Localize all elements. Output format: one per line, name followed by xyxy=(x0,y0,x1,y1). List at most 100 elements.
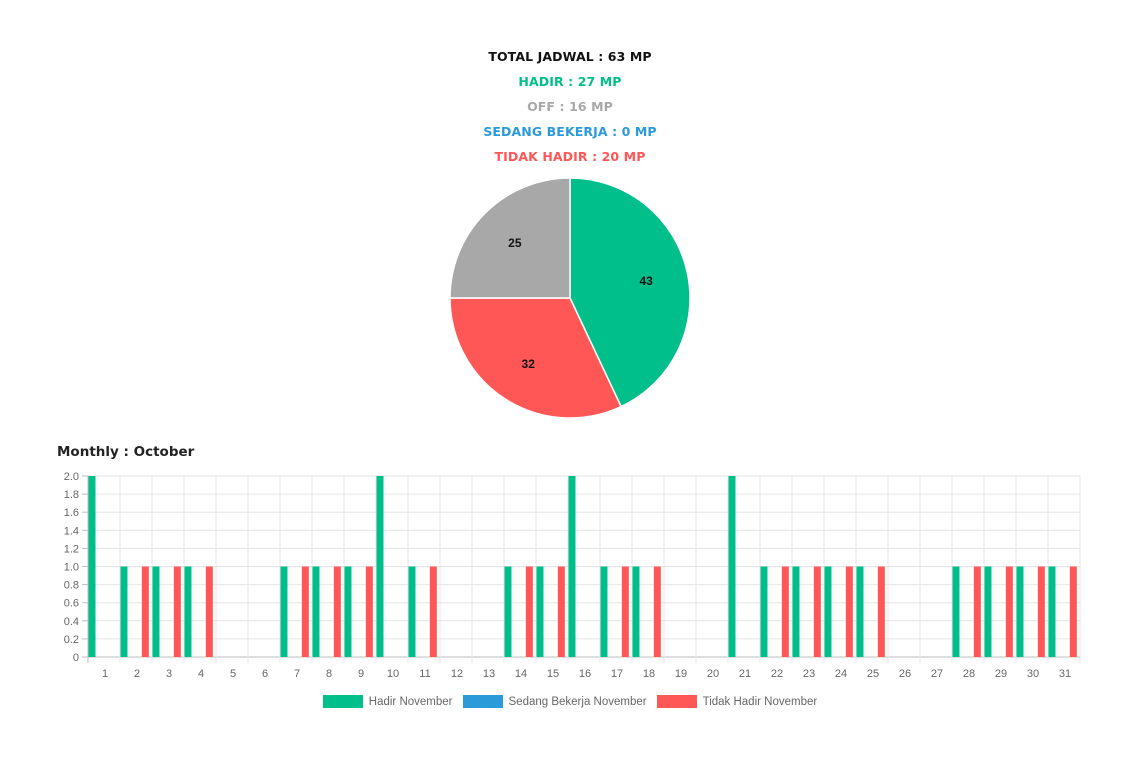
legend-sedang-bekerja[interactable]: Sedang Bekerja November xyxy=(462,695,647,708)
x-tick-label: 24 xyxy=(835,668,847,680)
x-tick-label: 9 xyxy=(358,668,364,680)
y-tick-label: 2.0 xyxy=(64,471,79,483)
y-tick-label: 0.6 xyxy=(64,598,79,610)
legend-hadir[interactable]: Hadir November xyxy=(322,695,453,708)
bar[interactable] xyxy=(408,566,416,658)
bar[interactable] xyxy=(824,566,832,658)
x-tick-label: 14 xyxy=(515,668,527,680)
bar[interactable] xyxy=(856,566,864,658)
x-tick-label: 27 xyxy=(931,668,943,680)
monthly-title: Monthly : October xyxy=(57,444,195,460)
x-tick-label: 8 xyxy=(326,668,332,680)
legend-hadir-swatch xyxy=(322,695,363,708)
bar[interactable] xyxy=(1048,566,1056,658)
bar[interactable] xyxy=(952,566,960,658)
legend-tidak-hadir[interactable]: Tidak Hadir November xyxy=(656,695,818,708)
x-tick-label: 31 xyxy=(1059,668,1071,680)
bar[interactable] xyxy=(344,566,352,658)
x-tick-label: 21 xyxy=(739,668,751,680)
bar[interactable] xyxy=(365,566,373,658)
bar[interactable] xyxy=(621,566,629,658)
x-tick-label: 19 xyxy=(675,668,687,680)
bar[interactable] xyxy=(376,476,384,657)
bar[interactable] xyxy=(1005,566,1013,658)
x-tick-label: 6 xyxy=(262,668,268,680)
bar[interactable] xyxy=(600,566,608,658)
x-tick-label: 15 xyxy=(547,668,559,680)
bar[interactable] xyxy=(1069,566,1077,658)
x-tick-label: 13 xyxy=(483,668,495,680)
pie-slice-label: 43 xyxy=(639,274,653,288)
legend-sedang-bekerja-swatch xyxy=(462,695,503,708)
bar[interactable] xyxy=(877,566,885,658)
bar[interactable] xyxy=(632,566,640,658)
x-tick-label: 30 xyxy=(1027,668,1039,680)
x-tick-label: 23 xyxy=(803,668,815,680)
x-tick-label: 22 xyxy=(771,668,783,680)
bar[interactable] xyxy=(984,566,992,658)
bar[interactable] xyxy=(429,566,437,658)
y-tick-label: 1.8 xyxy=(64,489,79,501)
bar[interactable] xyxy=(173,566,181,658)
bar[interactable] xyxy=(792,566,800,658)
bar[interactable] xyxy=(781,566,789,658)
x-tick-label: 1 xyxy=(102,668,108,680)
bar[interactable] xyxy=(653,566,661,658)
bar[interactable] xyxy=(152,566,160,658)
summary-panel: TOTAL JADWAL : 63 MP HADIR : 27 MP OFF :… xyxy=(0,44,1140,169)
pie-slice[interactable] xyxy=(449,297,623,419)
legend-sedang-bekerja-label: Sedang Bekerja November xyxy=(508,695,647,708)
x-tick-label: 26 xyxy=(899,668,911,680)
x-tick-label: 16 xyxy=(579,668,591,680)
pie-slice[interactable] xyxy=(569,177,691,408)
bar[interactable] xyxy=(205,566,213,658)
y-tick-label: 1.2 xyxy=(64,543,79,555)
hadir-text: HADIR : 27 MP xyxy=(518,74,622,89)
bar[interactable] xyxy=(813,566,821,658)
x-tick-label: 28 xyxy=(963,668,975,680)
monthly-bar-chart: 00.20.40.60.81.01.21.41.61.82.01 2 3 4 5 6 7 8 9… xyxy=(64,471,1081,680)
bar[interactable] xyxy=(728,476,736,657)
chart-legend: Hadir November Sedang Bekerja November T… xyxy=(0,695,1140,708)
x-tick-label: 12 xyxy=(451,668,463,680)
legend-tidak-hadir-label: Tidak Hadir November xyxy=(702,695,818,708)
bar[interactable] xyxy=(557,566,565,658)
legend-tidak-hadir-swatch xyxy=(656,695,697,708)
bar[interactable] xyxy=(88,476,96,657)
bar[interactable] xyxy=(504,566,512,658)
bar[interactable] xyxy=(760,566,768,658)
bar[interactable] xyxy=(280,566,288,658)
x-tick-label: 17 xyxy=(611,668,623,680)
bar[interactable] xyxy=(1037,566,1045,658)
bar[interactable] xyxy=(1016,566,1024,658)
x-tick-label: 10 xyxy=(387,668,399,680)
bar[interactable] xyxy=(568,476,576,657)
bar[interactable] xyxy=(845,566,853,658)
bar[interactable] xyxy=(312,566,320,658)
x-tick-label: 4 xyxy=(198,668,204,680)
pie-slice[interactable] xyxy=(449,177,571,299)
y-tick-label: 0.8 xyxy=(64,580,79,592)
bar[interactable] xyxy=(120,566,128,658)
x-tick-label: 25 xyxy=(867,668,879,680)
bar[interactable] xyxy=(973,566,981,658)
legend-hadir-label: Hadir November xyxy=(368,695,453,708)
x-tick-label: 11 xyxy=(419,668,430,680)
bar[interactable] xyxy=(141,566,149,658)
y-tick-label: 1.0 xyxy=(64,562,79,574)
bar[interactable] xyxy=(525,566,533,658)
x-tick-label: 29 xyxy=(995,668,1007,680)
bar[interactable] xyxy=(536,566,544,658)
total-jadwal-text: TOTAL JADWAL : 63 MP xyxy=(488,49,652,64)
bar[interactable] xyxy=(301,566,309,658)
x-tick-label: 7 xyxy=(294,668,300,680)
bar[interactable] xyxy=(184,566,192,658)
bar[interactable] xyxy=(333,566,341,658)
pie-slice-label: 25 xyxy=(508,236,522,250)
off-text: OFF : 16 MP xyxy=(527,99,613,114)
x-tick-label: 20 xyxy=(707,668,719,680)
y-tick-label: 1.4 xyxy=(64,525,79,537)
tidak-hadir-text: TIDAK HADIR : 20 MP xyxy=(494,149,646,164)
y-tick-label: 0.4 xyxy=(64,616,79,628)
y-tick-label: 1.6 xyxy=(64,507,79,519)
